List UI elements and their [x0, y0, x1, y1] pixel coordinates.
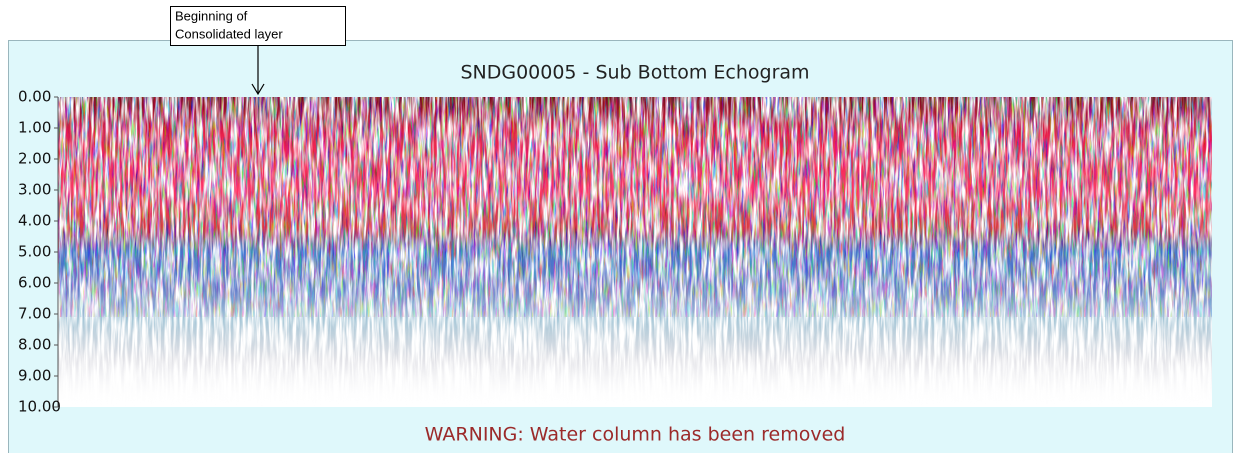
y-tick-label: 5.00: [18, 243, 51, 261]
echo-speckle: [58, 97, 1212, 317]
chart-title: SNDG00005 - Sub Bottom Echogram: [460, 62, 809, 84]
y-tick-label: 9.00: [18, 367, 51, 385]
annotation-text: Beginning of: [175, 8, 248, 23]
y-tick-label: 0.00: [18, 88, 51, 106]
y-tick-label: 8.00: [18, 336, 51, 354]
y-tick-label: 3.00: [18, 181, 51, 199]
y-tick-label: 6.00: [18, 274, 51, 292]
plot-area: [58, 97, 1212, 407]
annotation-arrowhead: [251, 83, 265, 96]
y-axis: 0.00 1.00 2.00 3.00 4.00 5.00 6.00 7.00 8.00 9.00…: [18, 88, 61, 416]
y-tick-label: 1.00: [18, 119, 51, 137]
warning-text: WARNING: Water column has been removed: [425, 424, 846, 446]
echogram-texture: [58, 97, 1212, 407]
annotation-box: [170, 6, 346, 46]
y-tick-label: 4.00: [18, 212, 51, 230]
y-tick-label: 2.00: [18, 150, 51, 168]
y-tick-label: 7.00: [18, 305, 51, 323]
annotation-text: Consolidated layer: [175, 26, 283, 41]
y-tick-label: 10.00: [18, 398, 61, 416]
